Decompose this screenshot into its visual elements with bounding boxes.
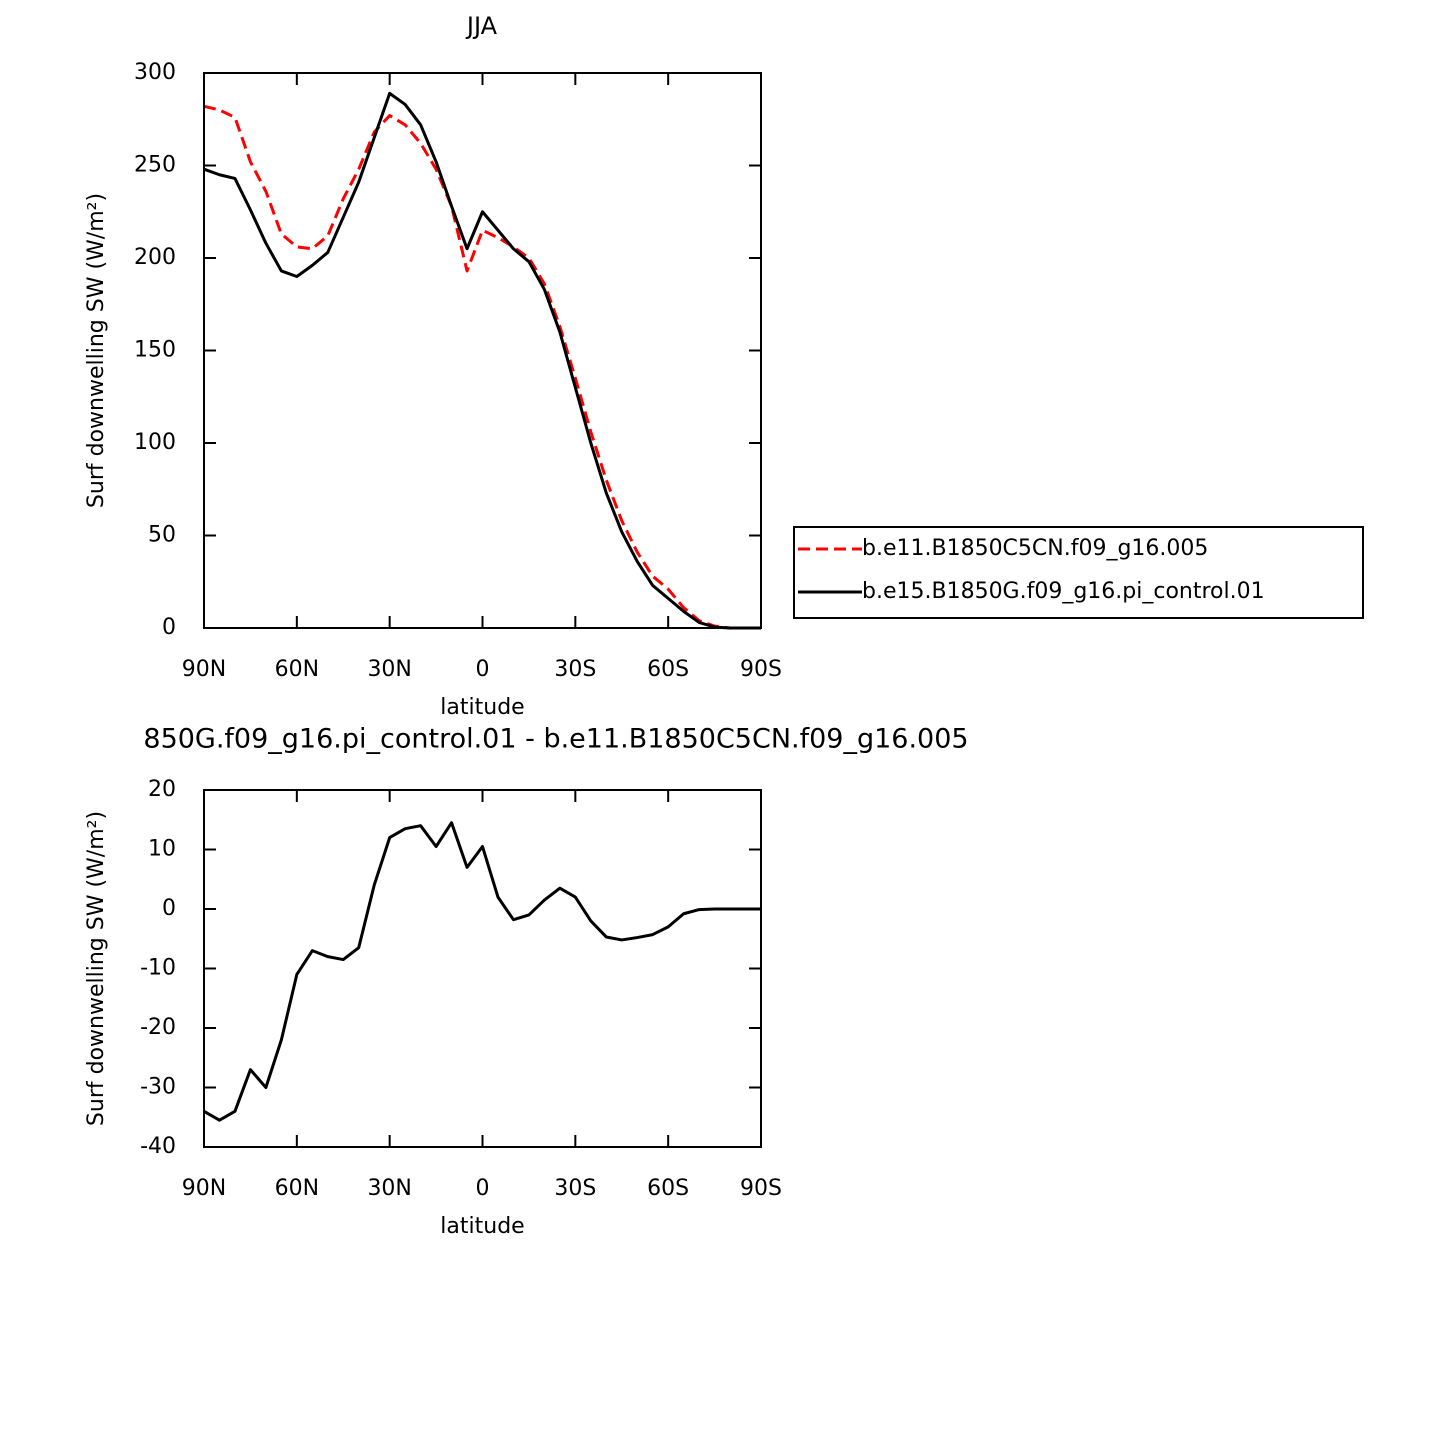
x-tick-label: 30S <box>554 657 596 682</box>
x-tick-label: 0 <box>476 657 490 682</box>
y-tick-label: 150 <box>134 338 176 363</box>
y-tick-label: 10 <box>148 837 176 862</box>
plot-frame <box>203 72 762 629</box>
x-tick-label: 60S <box>647 1176 689 1201</box>
chart-title: 850G.f09_g16.pi_control.01 - b.e11.B1850… <box>143 724 968 755</box>
y-tick-label: 20 <box>148 777 176 802</box>
data-line <box>203 91 761 630</box>
x-tick-label: 60S <box>647 657 689 682</box>
x-tick-label: 90N <box>182 657 226 682</box>
x-axis-label: latitude <box>440 695 524 720</box>
x-tick-label: 30N <box>367 1176 411 1201</box>
x-tick-label: 60N <box>275 1176 319 1201</box>
y-tick-label: 200 <box>134 245 176 270</box>
x-tick-label: 30N <box>367 657 411 682</box>
y-tick-label: 50 <box>148 523 176 548</box>
y-tick-label: -30 <box>140 1075 176 1100</box>
x-tick-label: 0 <box>476 1176 490 1201</box>
y-tick-label: 300 <box>134 60 176 85</box>
x-tick-label: 90N <box>182 1176 226 1201</box>
legend-label: b.e15.B1850G.f09_g16.pi_control.01 <box>862 579 1265 604</box>
data-line <box>203 104 761 630</box>
x-tick-label: 30S <box>554 1176 596 1201</box>
legend-label: b.e11.B1850C5CN.f09_g16.005 <box>862 536 1208 561</box>
plot-frame <box>203 789 762 1148</box>
chart-title: JJA <box>465 12 498 40</box>
x-tick-label: 90S <box>740 657 782 682</box>
x-axis-label: latitude <box>440 1214 524 1239</box>
legend-box <box>793 526 1364 619</box>
y-tick-label: -10 <box>140 956 176 981</box>
y-tick-label: 250 <box>134 153 176 178</box>
data-line <box>203 821 761 1122</box>
x-tick-label: 90S <box>740 1176 782 1201</box>
y-tick-label: 0 <box>162 615 176 640</box>
x-tick-label: 60N <box>275 657 319 682</box>
y-tick-label: 0 <box>162 896 176 921</box>
y-tick-label: -20 <box>140 1015 176 1040</box>
y-tick-label: -40 <box>140 1134 176 1159</box>
y-tick-label: 100 <box>134 430 176 455</box>
y-axis-label: Surf downwelling SW (W/m²) <box>84 193 109 508</box>
y-axis-label: Surf downwelling SW (W/m²) <box>84 811 109 1126</box>
